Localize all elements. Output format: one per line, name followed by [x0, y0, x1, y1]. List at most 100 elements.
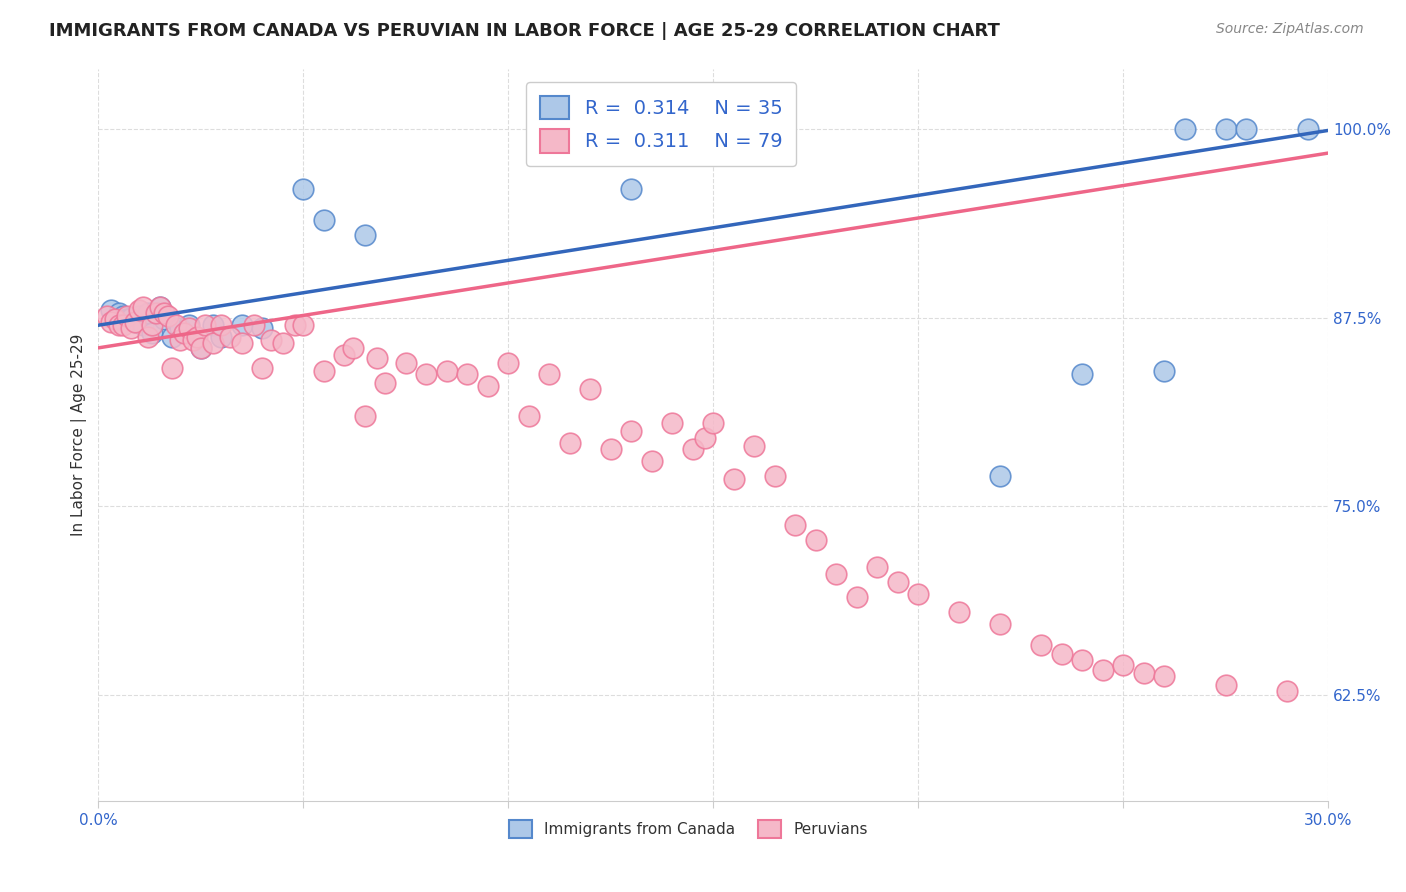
Point: [181, 334, 204, 348]
Point: [742, 122, 765, 136]
Point: [988, 469, 1011, 483]
Point: [785, 517, 807, 532]
Point: [160, 330, 183, 344]
Point: [136, 330, 159, 344]
Point: [1031, 638, 1053, 652]
Point: [120, 321, 142, 335]
Point: [141, 318, 163, 333]
Point: [149, 300, 172, 314]
Point: [374, 376, 396, 390]
Point: [1112, 657, 1135, 672]
Point: [579, 382, 602, 396]
Point: [1174, 122, 1197, 136]
Point: [186, 330, 208, 344]
Point: [292, 182, 315, 196]
Point: [1215, 677, 1237, 691]
Point: [96, 309, 118, 323]
Point: [100, 315, 122, 329]
Point: [252, 360, 274, 375]
Point: [252, 321, 274, 335]
Point: [231, 336, 253, 351]
Point: [132, 318, 155, 333]
Point: [202, 318, 225, 333]
Point: [415, 367, 437, 381]
Y-axis label: In Labor Force | Age 25-29: In Labor Force | Age 25-29: [72, 334, 87, 536]
Point: [177, 318, 200, 333]
Point: [948, 605, 970, 619]
Point: [723, 472, 745, 486]
Point: [190, 341, 212, 355]
Point: [202, 336, 225, 351]
Point: [1132, 665, 1154, 680]
Point: [886, 574, 908, 589]
Legend: Immigrants from Canada, Peruvians: Immigrants from Canada, Peruvians: [503, 814, 875, 845]
Point: [115, 309, 138, 323]
Point: [128, 303, 150, 318]
Point: [988, 617, 1011, 632]
Point: [1275, 683, 1298, 698]
Point: [693, 432, 716, 446]
Point: [190, 341, 212, 355]
Point: [333, 348, 356, 362]
Point: [907, 587, 929, 601]
Point: [145, 306, 167, 320]
Point: [145, 306, 167, 320]
Point: [173, 326, 195, 340]
Point: [160, 360, 183, 375]
Point: [702, 417, 724, 431]
Point: [1153, 668, 1175, 682]
Point: [342, 341, 364, 355]
Point: [353, 409, 375, 423]
Point: [312, 363, 335, 377]
Point: [477, 378, 499, 392]
Point: [620, 424, 643, 438]
Point: [259, 334, 281, 348]
Point: [136, 306, 159, 320]
Point: [742, 439, 765, 453]
Point: [194, 318, 217, 333]
Point: [165, 318, 187, 333]
Point: [243, 318, 266, 333]
Point: [157, 309, 180, 323]
Point: [866, 559, 889, 574]
Point: [108, 318, 131, 333]
Point: [498, 356, 520, 370]
Point: [456, 367, 478, 381]
Point: [169, 321, 191, 335]
Point: [111, 309, 134, 323]
Point: [1071, 367, 1094, 381]
Point: [366, 351, 388, 366]
Point: [661, 417, 683, 431]
Point: [169, 334, 191, 348]
Point: [120, 310, 142, 325]
Point: [353, 227, 375, 242]
Point: [132, 300, 155, 314]
Point: [436, 363, 458, 377]
Point: [111, 318, 134, 333]
Point: [620, 182, 643, 196]
Point: [538, 367, 561, 381]
Point: [153, 306, 176, 320]
Point: [1234, 122, 1257, 136]
Point: [1071, 653, 1094, 667]
Point: [108, 306, 131, 320]
Point: [641, 454, 664, 468]
Point: [128, 309, 150, 323]
Point: [1153, 363, 1175, 377]
Point: [558, 436, 581, 450]
Point: [395, 356, 418, 370]
Point: [1296, 122, 1319, 136]
Point: [124, 315, 146, 329]
Point: [517, 409, 540, 423]
Point: [1215, 122, 1237, 136]
Point: [292, 318, 315, 333]
Point: [149, 300, 172, 314]
Point: [104, 312, 127, 326]
Point: [312, 212, 335, 227]
Point: [231, 318, 253, 333]
Point: [100, 303, 122, 318]
Point: [177, 321, 200, 335]
Point: [115, 312, 138, 326]
Point: [209, 318, 232, 333]
Point: [218, 330, 240, 344]
